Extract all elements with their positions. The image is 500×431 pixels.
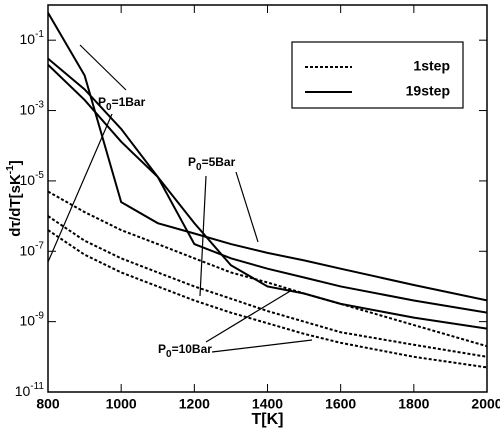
y-tick-label: 10-5: [20, 170, 45, 188]
x-tick-label: 1200: [179, 396, 210, 412]
annotation: P0=10Bar: [158, 342, 212, 359]
annotation-part: P: [98, 95, 106, 109]
series-line: [48, 190, 487, 348]
x-axis-label: T[K]: [252, 411, 284, 428]
x-tick-label: 1400: [252, 396, 283, 412]
legend-label: 19step: [406, 83, 450, 99]
y-tick-label: 10-9: [20, 310, 45, 328]
y-tick-label: 10-11: [15, 381, 45, 399]
series-line: [48, 12, 487, 302]
annotation-part: =5Bar: [202, 155, 236, 169]
annotation-part: 0: [166, 349, 172, 360]
y-tick-label: 10-3: [20, 99, 45, 117]
leader-lines: [47, 44, 313, 353]
annotation: P0=1Bar: [98, 95, 146, 112]
y-axis-label-part: -1: [5, 165, 16, 174]
x-tick-label: 800: [36, 396, 60, 412]
x-tick-label: 1000: [106, 396, 137, 412]
plot-frame: [47, 4, 488, 393]
annotation: P0=5Bar: [188, 155, 236, 172]
annotation-part: 0: [196, 162, 202, 173]
y-axis-label: dτ/dT[sK-1]: [5, 160, 24, 236]
x-tick-label: 1600: [325, 396, 356, 412]
series-line: [48, 229, 487, 369]
series-line: [48, 64, 487, 330]
annotation-part: =1Bar: [112, 95, 146, 109]
legend-label: 1step: [413, 58, 450, 74]
series-line: [48, 57, 487, 314]
series-line: [48, 215, 487, 358]
y-tick-label: 10-7: [20, 240, 45, 258]
annotation-part: 0: [106, 102, 112, 113]
y-axis-label-part: ]: [7, 160, 24, 165]
legend-box: [291, 41, 464, 109]
annotation-part: =10Bar: [172, 342, 213, 356]
y-axis-label-part: dτ/dT[sK: [7, 174, 24, 237]
x-tick-label: 1800: [398, 396, 429, 412]
annotation-part: P: [188, 155, 196, 169]
x-tick-label: 2000: [471, 396, 500, 412]
y-tick-label: 10-1: [20, 29, 45, 47]
annotation-part: P: [158, 342, 166, 356]
